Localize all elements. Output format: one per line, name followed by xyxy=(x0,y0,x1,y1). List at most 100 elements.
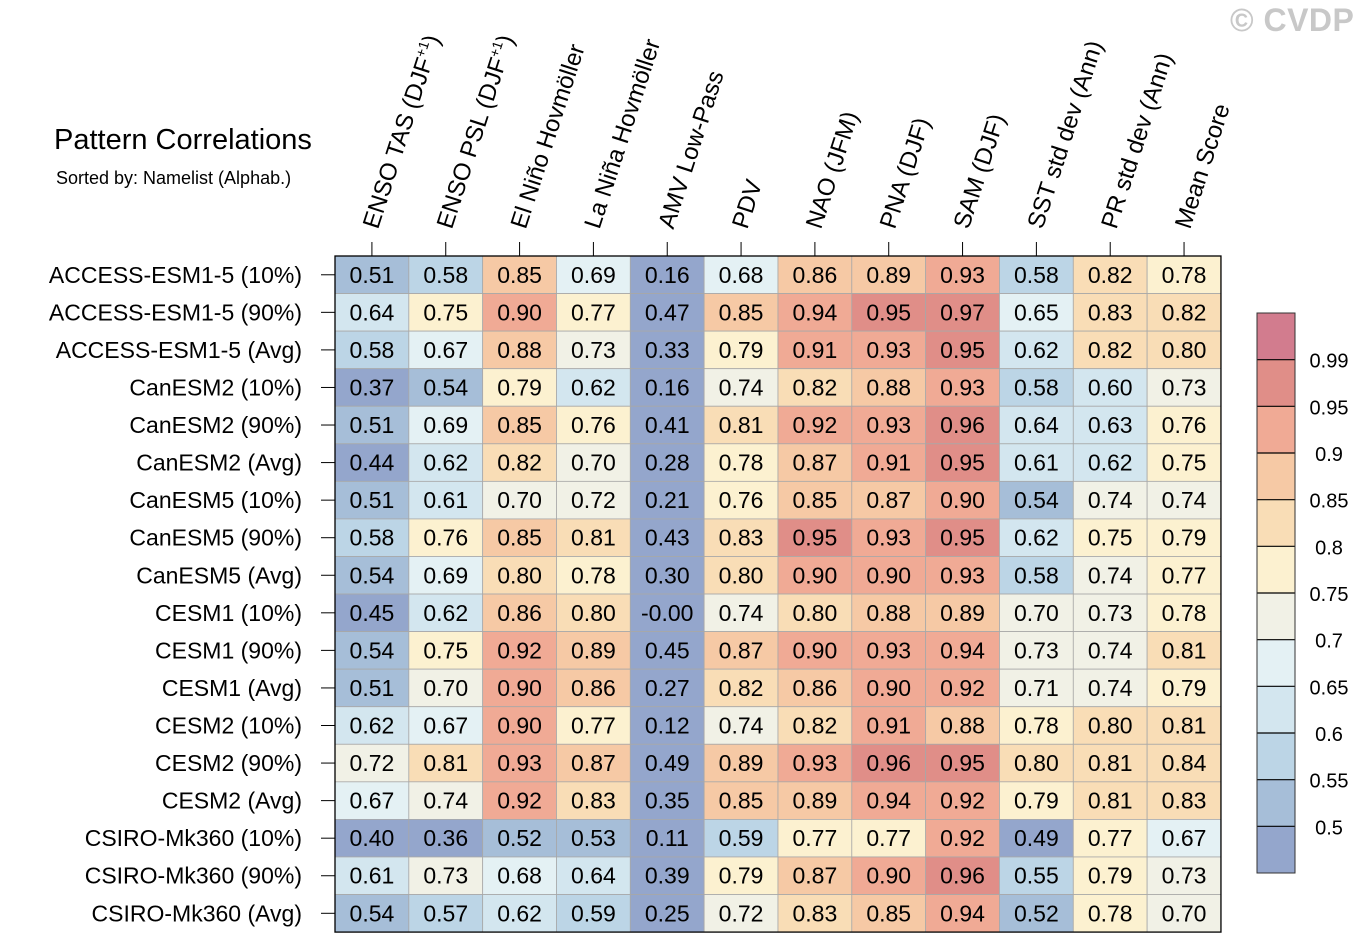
cell-value-label: 0.90 xyxy=(497,675,542,701)
row-label: ACCESS-ESM1-5 (10%) xyxy=(49,262,302,288)
cell-value-label: 0.62 xyxy=(1014,337,1059,363)
cell-value-label: 0.40 xyxy=(350,825,395,851)
cell-value-label: 0.95 xyxy=(940,750,985,776)
heatmap-cell xyxy=(408,706,484,745)
cell-value-label: 0.68 xyxy=(497,863,542,889)
heatmap-cell xyxy=(703,480,779,520)
heatmap-cell xyxy=(999,368,1074,407)
column-label: SAM (DJF) xyxy=(949,111,1011,232)
heatmap-cell xyxy=(851,743,927,783)
cell-value-label: 0.76 xyxy=(571,412,616,438)
heatmap-cell xyxy=(408,856,484,895)
colorbar-swatch xyxy=(1257,686,1295,733)
heatmap-cell xyxy=(556,480,631,520)
heatmap-cell xyxy=(482,368,557,407)
heatmap-cell xyxy=(1072,668,1148,708)
cell-value-label: 0.25 xyxy=(645,900,690,926)
cell-value-label: 0.75 xyxy=(1088,525,1133,551)
cell-value-label: 0.33 xyxy=(645,337,690,363)
column-label: ENSO TAS (DJF+1) xyxy=(357,31,446,232)
cell-value-label: 0.78 xyxy=(719,450,764,476)
heatmap-cell xyxy=(334,819,410,858)
heatmap-cell xyxy=(1072,706,1148,745)
cell-value-label: 0.93 xyxy=(940,374,985,400)
heatmap-cell xyxy=(851,443,927,482)
cell-value-label: 0.47 xyxy=(645,299,690,325)
heatmap-cell xyxy=(925,631,1000,670)
cell-value-label: 0.51 xyxy=(350,675,395,701)
cell-value-label: 0.44 xyxy=(350,450,395,476)
colorbar-level-label: 0.55 xyxy=(1310,771,1349,793)
colorbar-swatch xyxy=(1257,779,1295,827)
cell-value-label: 0.82 xyxy=(793,713,838,739)
watermark-text: © CVDP xyxy=(1230,2,1355,38)
row-label: CESM1 (90%) xyxy=(155,637,302,663)
cell-value-label: 0.36 xyxy=(423,825,468,851)
cell-value-label: 0.96 xyxy=(940,412,985,438)
cell-value-label: 0.88 xyxy=(497,337,542,363)
cell-value-label: 0.90 xyxy=(497,713,542,739)
heatmap-cell xyxy=(925,480,1000,520)
cell-value-label: 0.35 xyxy=(645,788,690,814)
row-label: CanESM2 (90%) xyxy=(129,412,302,438)
heatmap-cell xyxy=(1072,480,1148,520)
cell-value-label: 0.61 xyxy=(423,487,468,513)
heatmap-cell xyxy=(999,631,1074,670)
cell-value-label: 0.78 xyxy=(571,562,616,588)
cell-value-label: 0.52 xyxy=(497,825,542,851)
heatmap-cell xyxy=(629,480,705,520)
cell-value-label: 0.74 xyxy=(423,788,468,814)
heatmap-cell xyxy=(1146,255,1222,294)
cell-value-label: 0.76 xyxy=(1162,412,1207,438)
cell-value-label: 0.37 xyxy=(350,374,395,400)
cell-value-label: 0.91 xyxy=(793,337,838,363)
heatmap-cell xyxy=(925,293,1000,332)
cell-value-label: 0.90 xyxy=(866,863,911,889)
cell-value-label: 0.16 xyxy=(645,262,690,288)
colorbar-swatch xyxy=(1257,359,1295,407)
heatmap-cell xyxy=(629,293,705,332)
cell-value-label: 0.73 xyxy=(1162,863,1207,889)
cell-value-label: 0.96 xyxy=(940,863,985,889)
heatmap-cell xyxy=(482,330,557,370)
cell-value-label: 0.81 xyxy=(719,412,764,438)
cell-value-label: 0.75 xyxy=(1162,450,1207,476)
column-label: Mean Score xyxy=(1170,100,1236,231)
heatmap-cell xyxy=(1146,405,1222,445)
heatmap-cell xyxy=(482,556,557,595)
cell-value-label: 0.45 xyxy=(350,600,395,626)
heatmap-cell xyxy=(851,593,927,632)
cell-value-label: 0.81 xyxy=(1162,713,1207,739)
heatmap-cell xyxy=(925,518,1000,557)
heatmap-cell xyxy=(999,443,1074,482)
cell-value-label: 0.54 xyxy=(350,637,395,663)
heatmap-cell xyxy=(334,856,410,895)
cell-value-label: 0.87 xyxy=(793,450,838,476)
cell-value-label: 0.87 xyxy=(571,750,616,776)
cell-value-label: 0.90 xyxy=(940,487,985,513)
cell-value-label: 0.89 xyxy=(793,788,838,814)
row-label: CESM2 (90%) xyxy=(155,750,302,776)
heatmap-cell xyxy=(999,593,1074,632)
row-label: CESM1 (10%) xyxy=(155,600,302,626)
heatmap-cell xyxy=(1072,593,1148,632)
heatmap-cell xyxy=(629,556,705,595)
heatmap-cell xyxy=(1146,556,1222,595)
heatmap-cell xyxy=(777,781,853,820)
colorbar-level-label: 0.65 xyxy=(1310,677,1349,699)
cell-value-label: 0.53 xyxy=(571,825,616,851)
heatmap-cell xyxy=(777,631,853,670)
cell-value-label: 0.93 xyxy=(793,750,838,776)
grid-border xyxy=(334,255,1222,933)
heatmap-cell xyxy=(334,781,410,820)
cell-value-label: 0.85 xyxy=(497,262,542,288)
cell-value-label: 0.72 xyxy=(719,900,764,926)
heatmap-cell xyxy=(777,706,853,745)
cell-value-label: 0.88 xyxy=(866,374,911,400)
cell-value-label: 0.81 xyxy=(1088,788,1133,814)
cell-value-label: 0.82 xyxy=(719,675,764,701)
heatmap-cell xyxy=(1072,819,1148,858)
cell-value-label: 0.55 xyxy=(1014,863,1059,889)
cell-value-label: 0.79 xyxy=(497,374,542,400)
heatmap-cell xyxy=(629,781,705,820)
